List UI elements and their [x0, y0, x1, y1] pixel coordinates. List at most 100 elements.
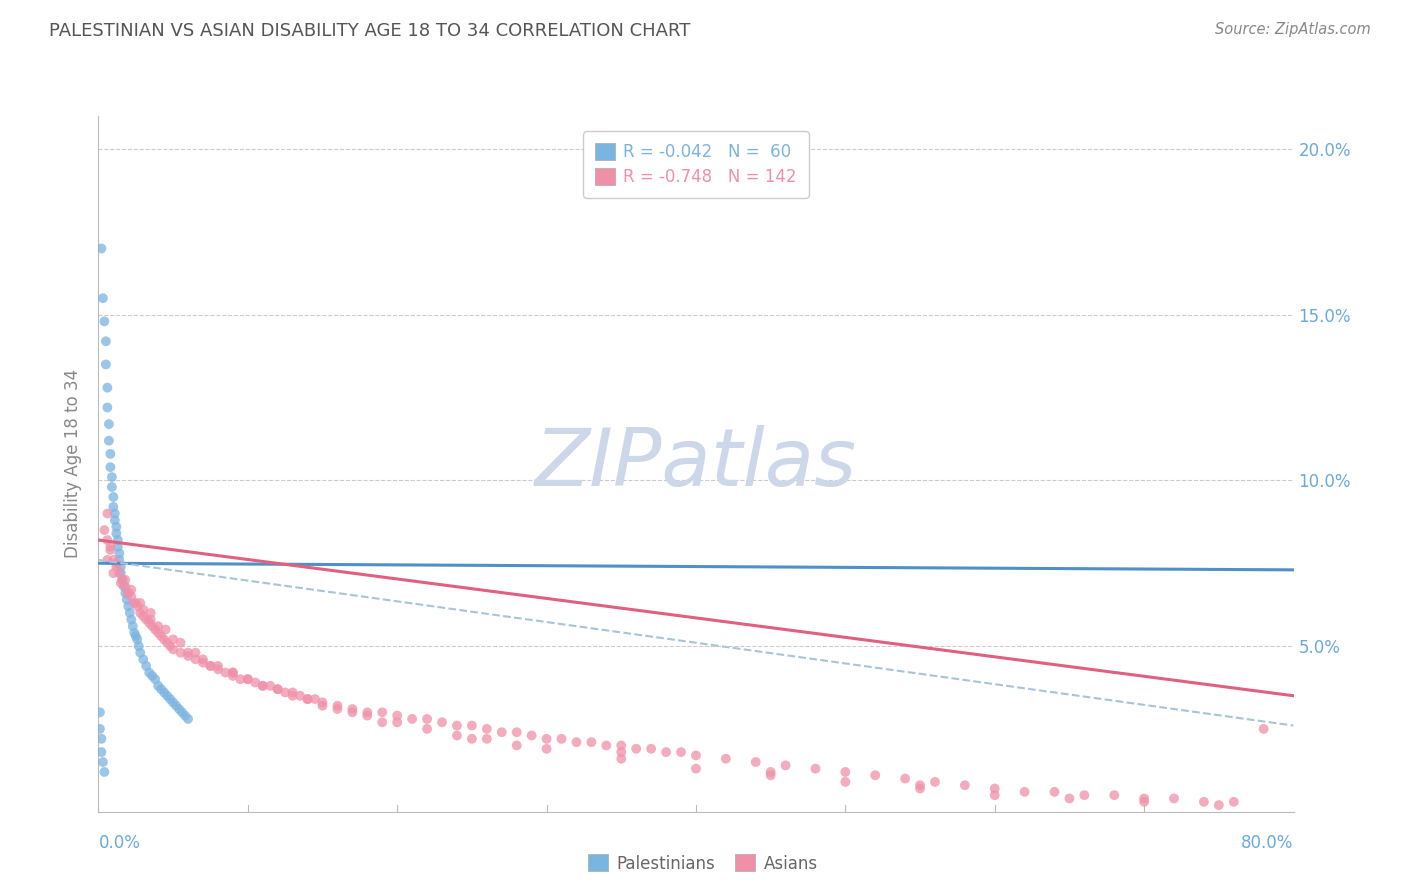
Point	[834, 775, 856, 789]
Point	[138, 665, 160, 680]
Point	[93, 523, 115, 537]
Point	[104, 513, 127, 527]
Point	[214, 665, 236, 680]
Point	[156, 689, 179, 703]
Point	[91, 291, 114, 305]
Legend: Palestinians, Asians: Palestinians, Asians	[582, 847, 824, 880]
Point	[96, 381, 118, 395]
Point	[93, 764, 115, 779]
Point	[96, 553, 118, 567]
Point	[342, 702, 364, 716]
Point	[127, 599, 149, 614]
Point	[117, 586, 139, 600]
Point	[148, 679, 170, 693]
Point	[110, 566, 132, 581]
Point	[200, 659, 222, 673]
Point	[685, 762, 707, 776]
Point	[132, 602, 155, 616]
Point	[222, 665, 245, 680]
Point	[1133, 791, 1156, 805]
Point	[401, 712, 423, 726]
Point	[125, 596, 148, 610]
Point	[90, 242, 112, 256]
Point	[775, 758, 797, 772]
Point	[311, 695, 333, 709]
Point	[491, 725, 513, 739]
Point	[759, 764, 782, 779]
Point	[132, 609, 155, 624]
Point	[281, 685, 304, 699]
Point	[565, 735, 588, 749]
Point	[236, 672, 259, 686]
Point	[865, 768, 887, 782]
Point	[1014, 785, 1036, 799]
Point	[148, 619, 170, 633]
Point	[430, 715, 453, 730]
Point	[267, 682, 290, 697]
Point	[129, 596, 152, 610]
Point	[274, 685, 297, 699]
Point	[326, 698, 349, 713]
Point	[139, 606, 162, 620]
Point	[894, 772, 917, 786]
Point	[908, 781, 931, 796]
Point	[342, 706, 364, 720]
Point	[128, 639, 150, 653]
Point	[91, 755, 114, 769]
Point	[139, 613, 162, 627]
Y-axis label: Disability Age 18 to 34: Disability Age 18 to 34	[65, 369, 83, 558]
Point	[184, 652, 207, 666]
Point	[100, 543, 122, 558]
Point	[153, 632, 176, 647]
Point	[953, 778, 976, 792]
Point	[169, 646, 191, 660]
Point	[1208, 798, 1230, 813]
Point	[252, 679, 274, 693]
Point	[685, 748, 707, 763]
Point	[96, 401, 118, 415]
Point	[129, 606, 152, 620]
Point	[124, 625, 146, 640]
Point	[259, 679, 281, 693]
Point	[172, 706, 194, 720]
Point	[1163, 791, 1185, 805]
Point	[416, 712, 439, 726]
Point	[207, 659, 229, 673]
Point	[90, 731, 112, 746]
Point	[108, 566, 131, 581]
Point	[117, 586, 139, 600]
Point	[105, 559, 128, 574]
Point	[311, 698, 333, 713]
Point	[446, 718, 468, 732]
Text: ZIPatlas: ZIPatlas	[534, 425, 858, 503]
Point	[610, 752, 633, 766]
Point	[184, 646, 207, 660]
Point	[281, 689, 304, 703]
Point	[121, 619, 143, 633]
Point	[112, 579, 135, 593]
Point	[581, 735, 603, 749]
Point	[924, 775, 946, 789]
Point	[135, 659, 157, 673]
Point	[222, 665, 245, 680]
Point	[177, 646, 200, 660]
Point	[96, 533, 118, 547]
Point	[103, 566, 125, 581]
Point	[105, 520, 128, 534]
Point	[153, 685, 176, 699]
Text: PALESTINIAN VS ASIAN DISABILITY AGE 18 TO 34 CORRELATION CHART: PALESTINIAN VS ASIAN DISABILITY AGE 18 T…	[49, 22, 690, 40]
Point	[103, 553, 125, 567]
Point	[97, 417, 120, 431]
Point	[120, 590, 142, 604]
Point	[506, 739, 529, 753]
Point	[506, 725, 529, 739]
Point	[252, 679, 274, 693]
Point	[100, 447, 122, 461]
Point	[129, 646, 152, 660]
Point	[520, 729, 543, 743]
Point	[297, 692, 319, 706]
Point	[356, 706, 378, 720]
Point	[984, 781, 1007, 796]
Point	[1073, 788, 1095, 802]
Point	[125, 629, 148, 643]
